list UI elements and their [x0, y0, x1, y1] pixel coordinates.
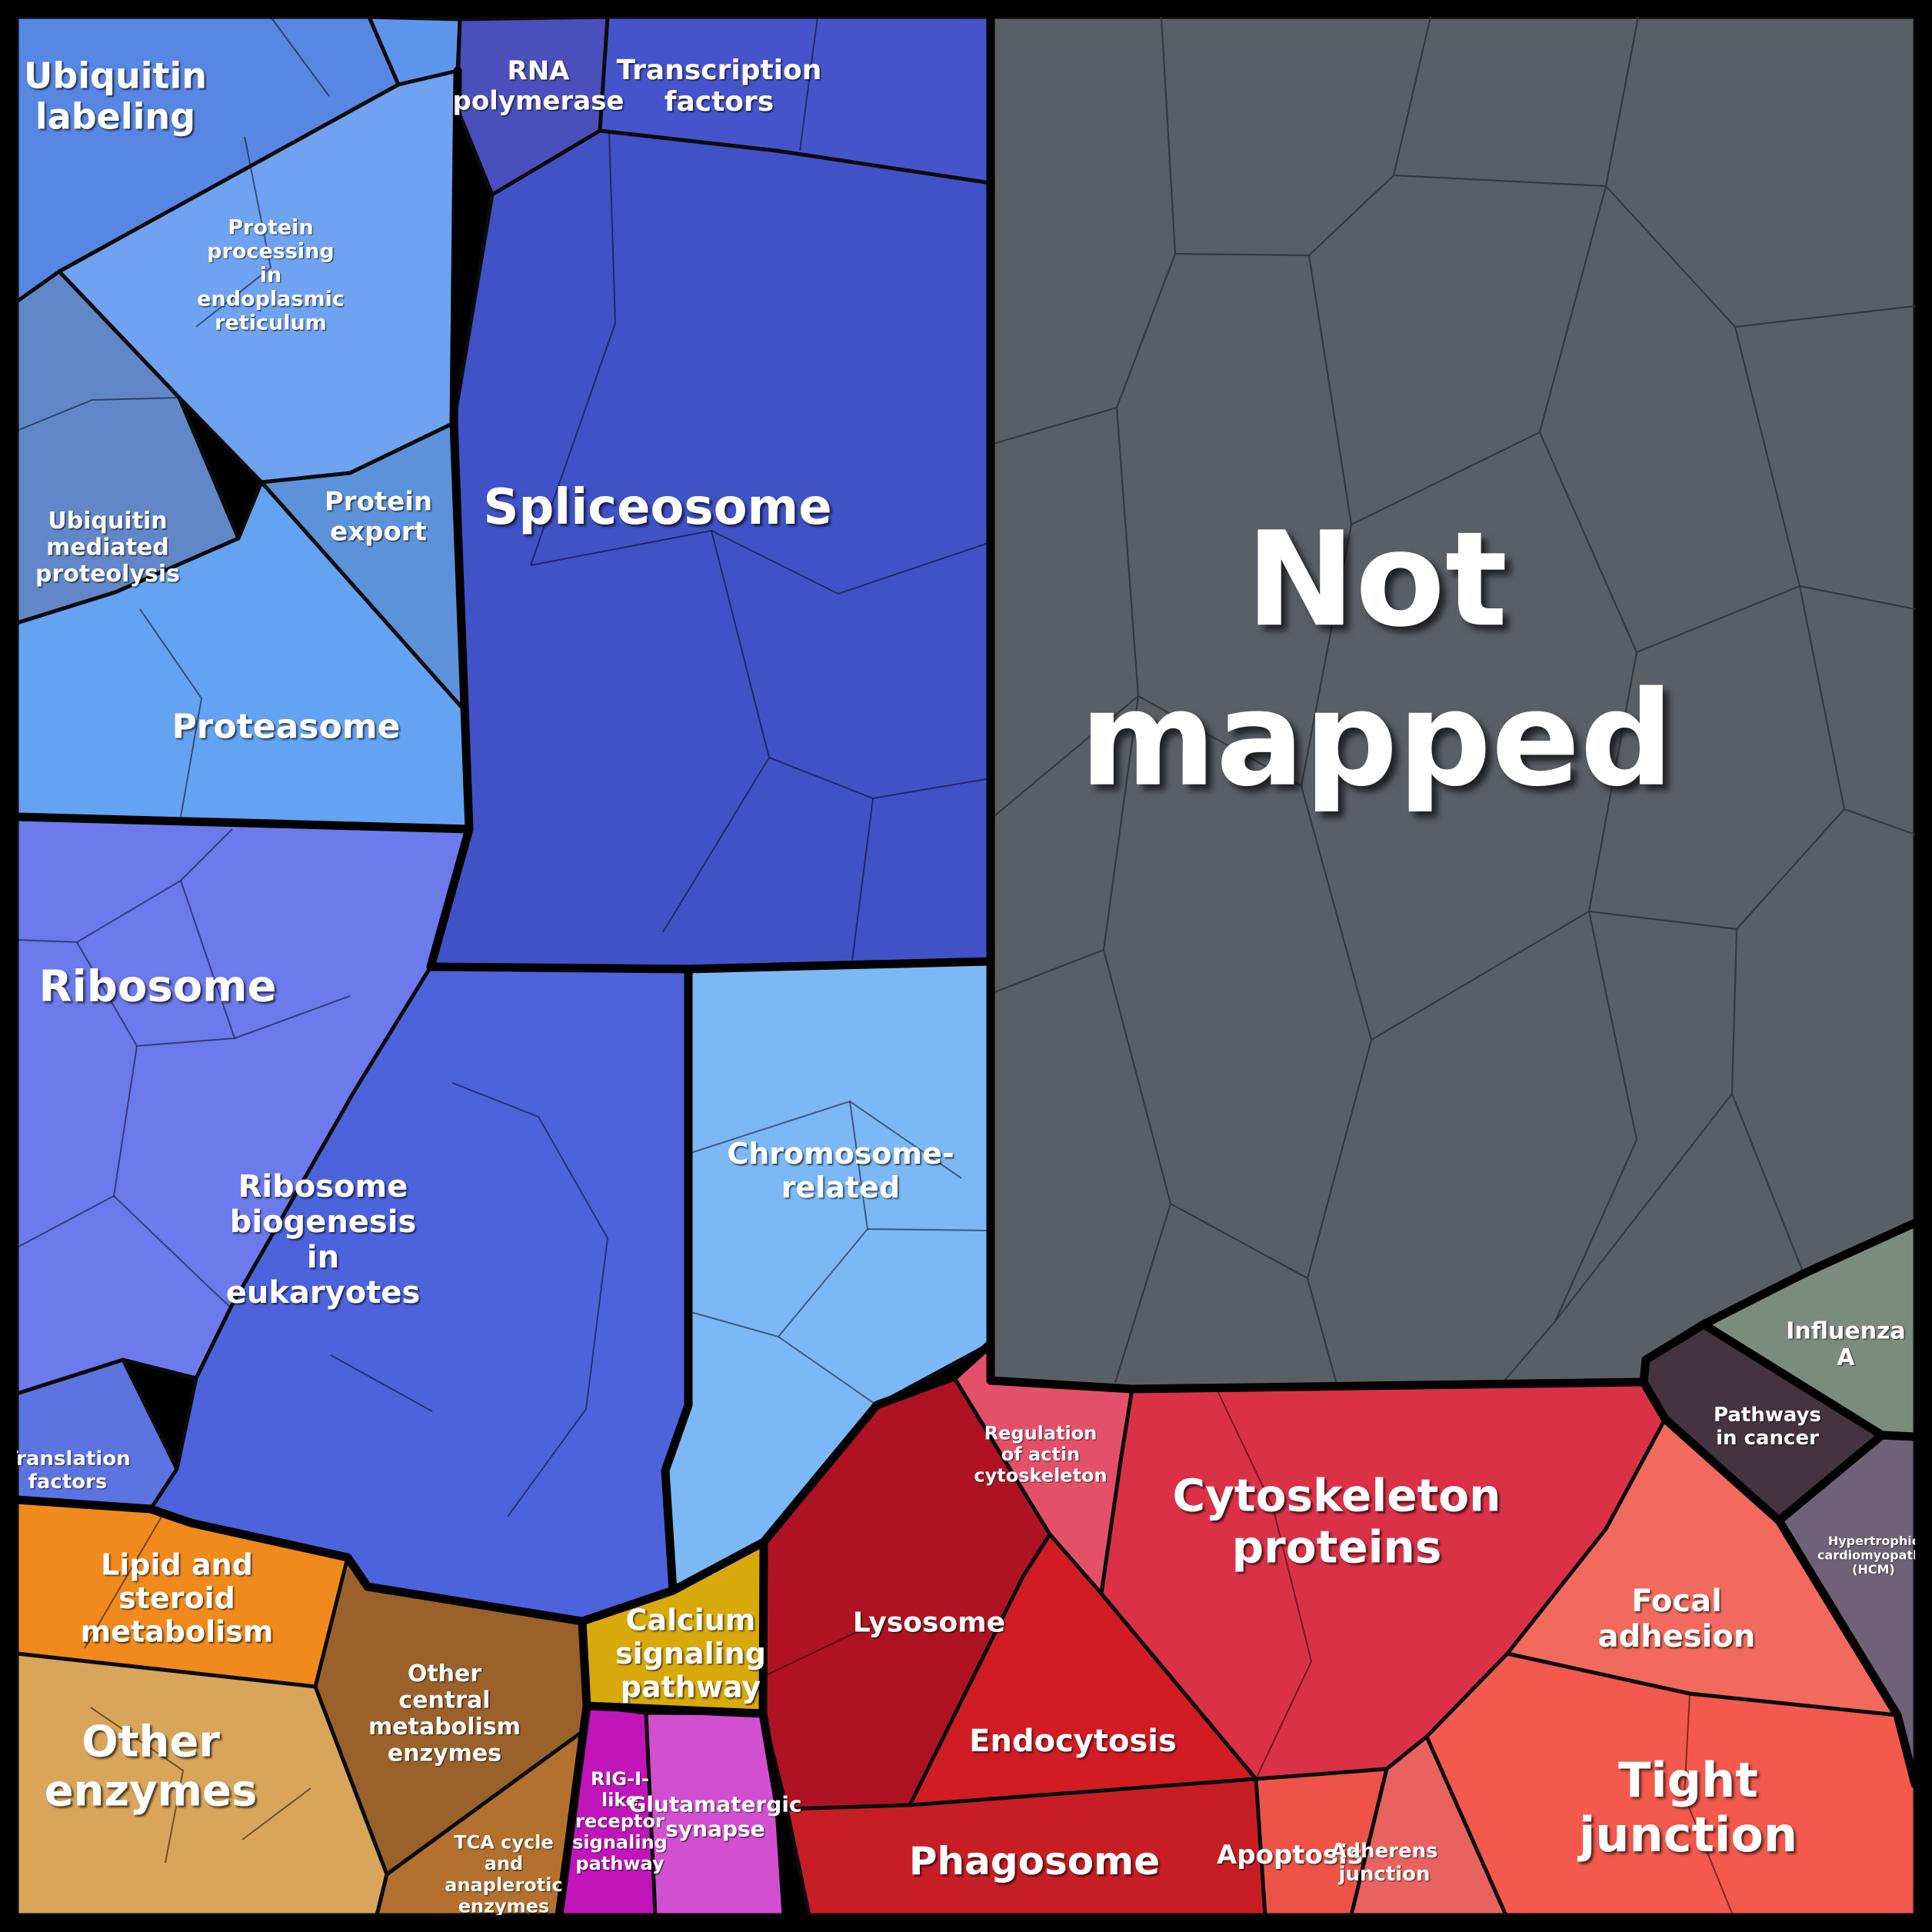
cluster-outline-0 [12, 812, 474, 834]
cluster-outline-1 [449, 66, 474, 834]
region-label-protein-export: Protein export [325, 486, 432, 547]
region-label-other-enzymes: Other enzymes [45, 1717, 258, 1816]
sub-line-25 [1214, 1385, 1313, 1780]
region-label-influenza-a: Influenza A [1786, 1317, 1906, 1371]
sub-line-12 [451, 1082, 608, 1239]
mesh-line-16 [1588, 910, 1737, 931]
sub-line-0 [799, 16, 818, 152]
sub-line-13 [507, 1237, 608, 1517]
region-shape-spliceosome [428, 128, 993, 971]
mesh-line-12 [1371, 911, 1590, 1041]
region-label-endocytosis: Endocytosis [969, 1724, 1177, 1759]
sub-line-17 [867, 1228, 991, 1231]
sub-line-22 [242, 1787, 311, 1840]
region-label-adherens-junction: Adherens junction [1331, 1840, 1437, 1886]
region-label-spliceosome: Spliceosome [483, 479, 831, 536]
region-label-glutamatergic-synapse: Glutamatergic synapse [628, 1791, 801, 1841]
region-label-focal-adhesion: Focal adhesion [1598, 1584, 1756, 1654]
cluster-outline-15 [661, 964, 693, 1595]
cluster-outline-9 [986, 1376, 1648, 1394]
region-label-hypertrophic-cardiomyopathy: Hypertrophic cardiomyopathy (HCM) [1817, 1534, 1930, 1577]
mesh-line-2 [1102, 695, 1172, 1384]
region-label-rig-i-like-receptor-signaling: RIG-I-like receptor signaling pathway [572, 1768, 668, 1874]
cluster-outline-17 [1774, 1431, 1887, 1525]
cluster-outline-8 [759, 1339, 995, 1547]
region-label-calcium-signaling: Calcium signaling pathway [615, 1603, 766, 1704]
cluster-outline-12 [582, 1701, 768, 1718]
region-label-lipid-steroid-metabolism: Lipid and steroid metabolism [81, 1547, 274, 1648]
sub-line-5 [851, 798, 874, 962]
mesh-line-4 [1174, 16, 1432, 257]
region-label-transcription-factors: Transcription factors [617, 55, 822, 118]
region-label-lysosome: Lysosome [853, 1607, 1005, 1639]
region-label-protein-processing-er: Protein processing in endoplasmic reticulum [197, 215, 345, 335]
mesh-line-19 [1501, 1321, 1556, 1385]
subdivision-lines-layer [16, 16, 1734, 1916]
sub-line-9 [234, 995, 351, 1039]
region-spliceosome [428, 128, 993, 971]
cluster-outline-2 [426, 824, 474, 971]
sub-line-1 [530, 132, 617, 566]
region-label-not-mapped: Not mapped [1080, 504, 1674, 815]
region-label-cytoskeleton-proteins: Cytoskeleton proteins [1173, 1470, 1501, 1574]
mesh-line-0 [990, 16, 1177, 446]
sub-line-6 [838, 541, 991, 595]
region-label-ribosome-biogenesis: Ribosome biogenesis in eukaryotes [226, 1169, 421, 1311]
region-label-ubiquitin-mediated-proteolysis: Ubiquitin mediated proteolysis [35, 508, 180, 588]
region-label-regulation-actin-cytoskeleton: Regulation of actin cytoskeleton [974, 1422, 1107, 1486]
mesh-line-6 [1170, 785, 1373, 1280]
sub-line-24 [1683, 1693, 1734, 1916]
sub-line-26 [762, 1624, 874, 1677]
region-label-apoptosis: Apoptosis [1217, 1840, 1363, 1870]
mesh-line-7 [1306, 1277, 1338, 1385]
sub-line-28 [16, 397, 180, 431]
sub-line-27 [270, 16, 330, 97]
region-label-phagosome: Phagosome [909, 1839, 1160, 1884]
region-label-tca-cycle: TCA cycle and anaplerotic enzymes [445, 1832, 562, 1917]
region-label-proteasome: Proteasome [172, 708, 401, 747]
cluster-outline-6 [12, 1495, 587, 1626]
region-label-rna-polymerase: RNA polymerase [452, 55, 624, 116]
notmapped-mesh-layer [990, 16, 1916, 1385]
mesh-line-17 [1554, 1093, 1733, 1322]
sub-line-19 [195, 136, 272, 328]
labels-layer: Ubiquitin labeling Protein processing in endo… [5, 55, 1930, 1917]
sub-line-18 [778, 1336, 878, 1406]
sub-line-14 [330, 1354, 433, 1412]
region-label-pathways-in-cancer: Pathways in cancer [1714, 1404, 1821, 1450]
mesh-line-5 [1138, 255, 1353, 788]
sub-line-23 [84, 1512, 165, 1649]
region-label-tight-junction: Tight junction [1577, 1752, 1797, 1863]
mesh-line-3 [990, 948, 1104, 995]
sub-line-11 [113, 1195, 232, 1308]
cluster-outline-13 [758, 1537, 791, 1920]
sub-line-8 [76, 880, 236, 1048]
region-label-other-central-metabolism-enzymes: Other central metabolism enzymes [368, 1661, 521, 1767]
mesh-line-15 [1730, 808, 1845, 1274]
region-label-chromosome-related: Chromosome-related [727, 1137, 954, 1204]
region-label-translation-factors: Translation factors [5, 1447, 130, 1494]
mesh-line-18 [1734, 326, 1801, 587]
region-label-ribosome: Ribosome [38, 962, 276, 1012]
sub-line-20 [139, 608, 203, 818]
sub-line-16 [688, 1101, 869, 1338]
region-label-ubiquitin-labeling: Ubiquitin labeling [24, 55, 207, 138]
cluster-outlines-layer [12, 12, 1920, 1920]
sub-line-7 [16, 828, 233, 944]
sub-line-21 [90, 1707, 185, 1864]
